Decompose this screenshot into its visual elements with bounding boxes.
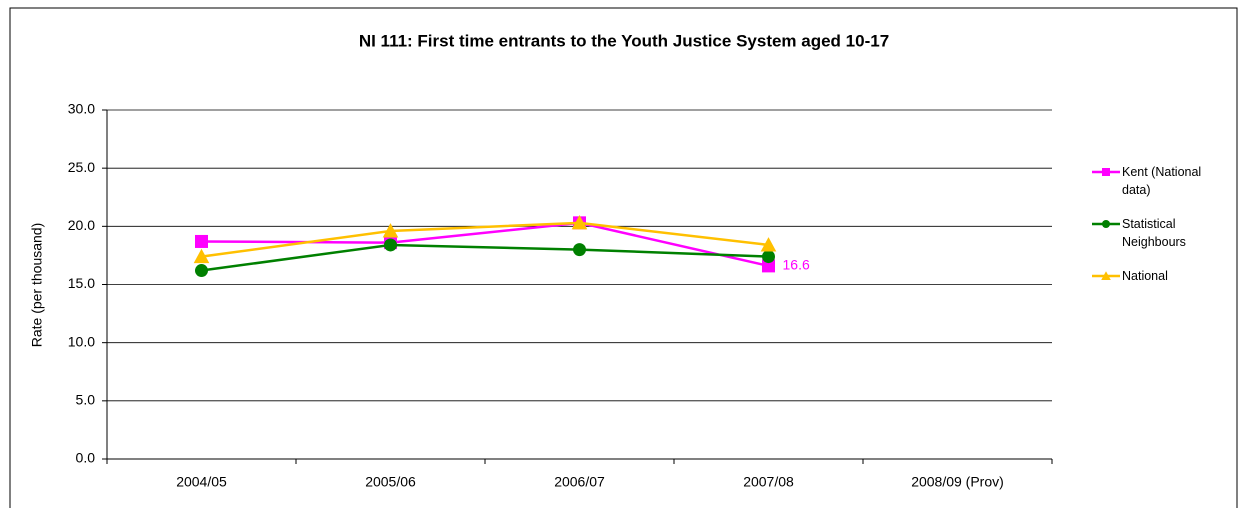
marker — [762, 259, 775, 273]
chart-title: NI 111: First time entrants to the Youth… — [359, 31, 889, 50]
data-label: 16.6 — [783, 257, 810, 273]
y-tick-label: 15.0 — [68, 275, 95, 291]
series-line — [201, 221, 769, 258]
marker — [384, 238, 397, 252]
x-tick-label: 2004/05 — [176, 474, 227, 490]
series-line — [201, 243, 769, 272]
chart-border — [9, 7, 1238, 508]
marker — [193, 248, 210, 264]
legend-label: National — [1122, 269, 1168, 283]
marker — [1101, 271, 1111, 280]
marker — [762, 250, 775, 264]
legend-label: Statistical Neighbours — [1122, 217, 1186, 249]
x-tick-label: 2006/07 — [554, 474, 605, 490]
x-tick-label: 2007/08 — [743, 474, 794, 490]
y-tick-label: 30.0 — [68, 101, 95, 117]
marker — [195, 234, 208, 248]
marker — [1102, 168, 1110, 176]
y-axis-label: Rate (per thousand) — [29, 223, 45, 348]
y-tick-label: 10.0 — [68, 333, 95, 349]
x-tick-label: 2005/06 — [365, 474, 416, 490]
y-tick-label: 20.0 — [68, 217, 95, 233]
y-tick-label: 5.0 — [76, 392, 96, 408]
y-tick-label: 0.0 — [76, 450, 96, 466]
marker — [195, 264, 208, 278]
series-line — [201, 221, 769, 268]
y-tick-label: 25.0 — [68, 159, 95, 175]
marker — [573, 243, 586, 257]
legend-label: Kent (National data) — [1122, 165, 1202, 197]
x-tick-label: 2008/09 (Prov) — [911, 474, 1004, 490]
marker — [571, 215, 588, 230]
marker — [760, 237, 777, 252]
marker — [1102, 220, 1110, 228]
marker — [382, 223, 399, 238]
